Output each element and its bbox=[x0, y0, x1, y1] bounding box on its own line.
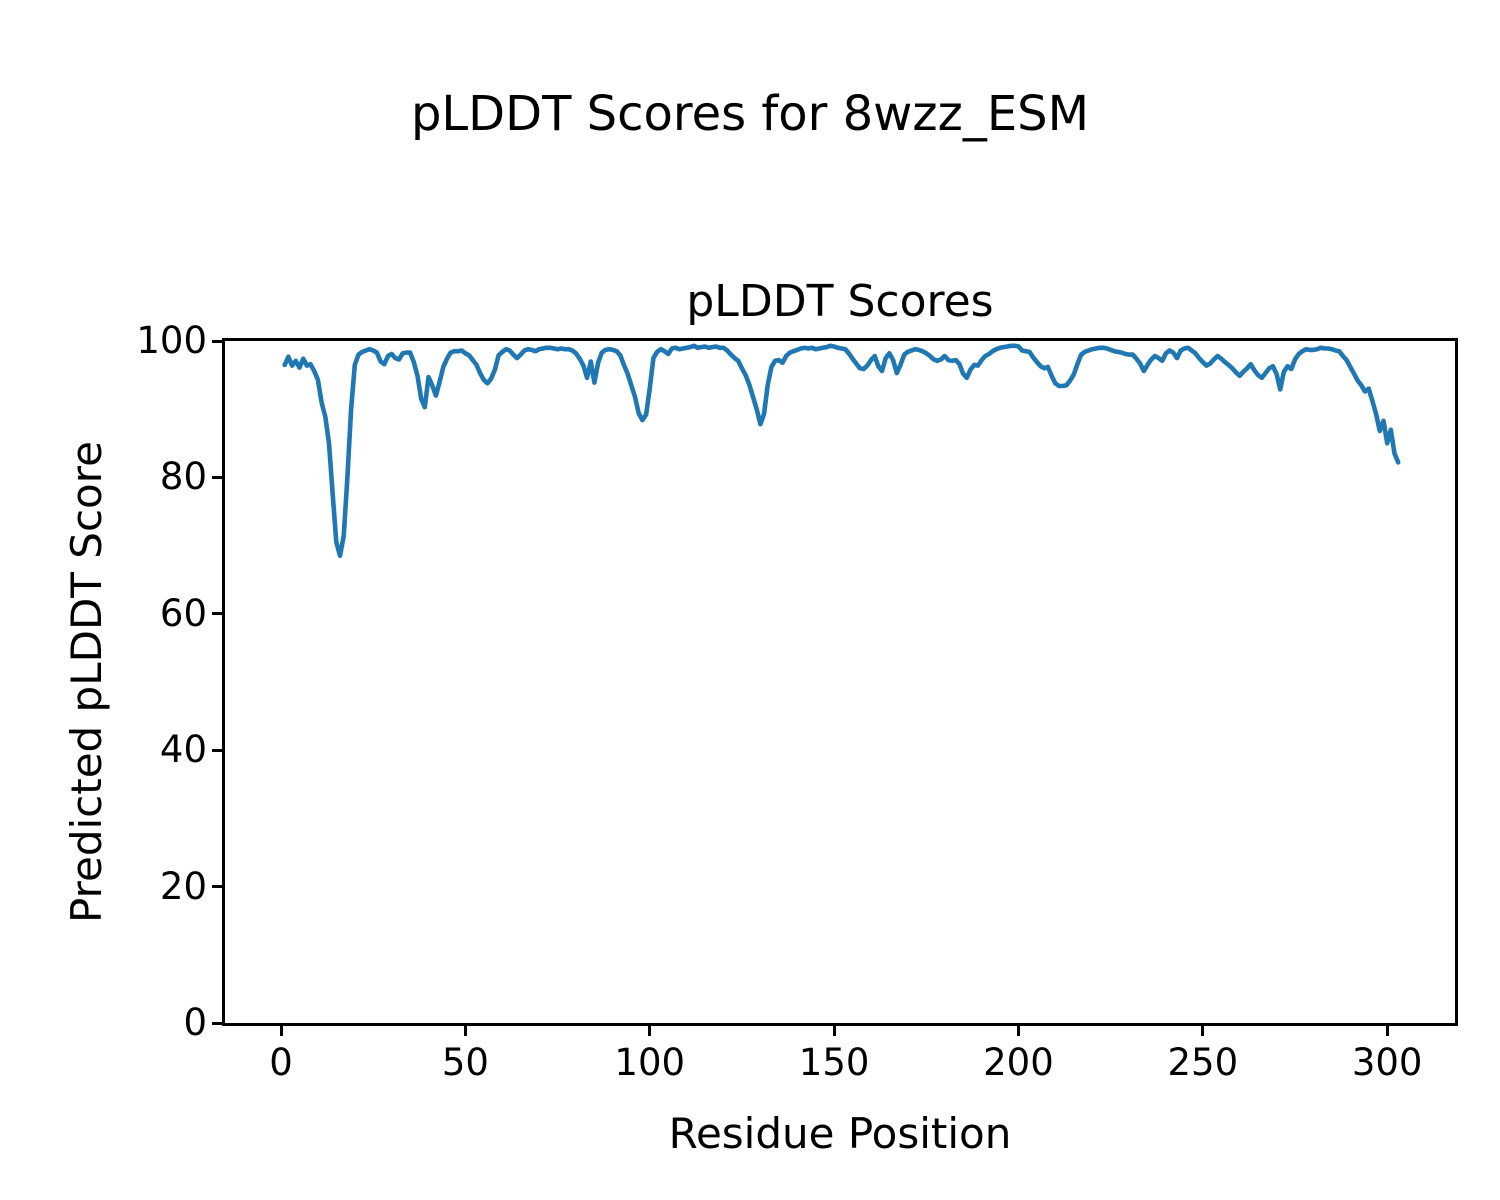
x-tick-label: 300 bbox=[1351, 1041, 1423, 1084]
x-tick-label: 150 bbox=[798, 1041, 870, 1084]
y-tick-mark bbox=[212, 612, 222, 616]
y-tick-label: 100 bbox=[136, 319, 207, 362]
plddt-line-chart bbox=[282, 343, 1401, 559]
x-axis-label: Residue Position bbox=[668, 1109, 1012, 1158]
y-tick-label: 0 bbox=[183, 1001, 207, 1044]
y-tick-label: 40 bbox=[159, 728, 207, 772]
x-tick-mark bbox=[463, 1026, 467, 1036]
x-tick-mark bbox=[1016, 1026, 1020, 1036]
x-tick-label: 250 bbox=[1167, 1041, 1239, 1084]
x-tick-mark bbox=[1385, 1026, 1389, 1036]
x-tick-mark bbox=[832, 1026, 836, 1036]
plddt-line bbox=[282, 343, 1401, 559]
y-tick-label: 80 bbox=[159, 455, 207, 499]
x-tick-label: 0 bbox=[269, 1041, 293, 1084]
y-tick-mark bbox=[212, 339, 222, 343]
axes-title: pLDDT Scores bbox=[686, 276, 994, 327]
x-tick-label: 100 bbox=[614, 1041, 686, 1084]
x-tick-label: 50 bbox=[441, 1041, 489, 1084]
x-tick-mark bbox=[279, 1026, 283, 1036]
y-tick-mark bbox=[212, 885, 222, 889]
x-tick-mark bbox=[1201, 1026, 1205, 1036]
figure-suptitle: pLDDT Scores for 8wzz_ESM bbox=[410, 86, 1090, 142]
y-tick-label: 20 bbox=[159, 864, 207, 908]
y-tick-mark bbox=[212, 748, 222, 752]
y-tick-label: 60 bbox=[159, 591, 207, 635]
y-tick-mark bbox=[212, 1021, 222, 1025]
x-tick-mark bbox=[648, 1026, 652, 1036]
y-axis-label: Predicted pLDDT Score bbox=[62, 441, 111, 923]
y-tick-mark bbox=[212, 475, 222, 479]
x-tick-label: 200 bbox=[983, 1041, 1054, 1084]
plot-area bbox=[222, 338, 1458, 1026]
